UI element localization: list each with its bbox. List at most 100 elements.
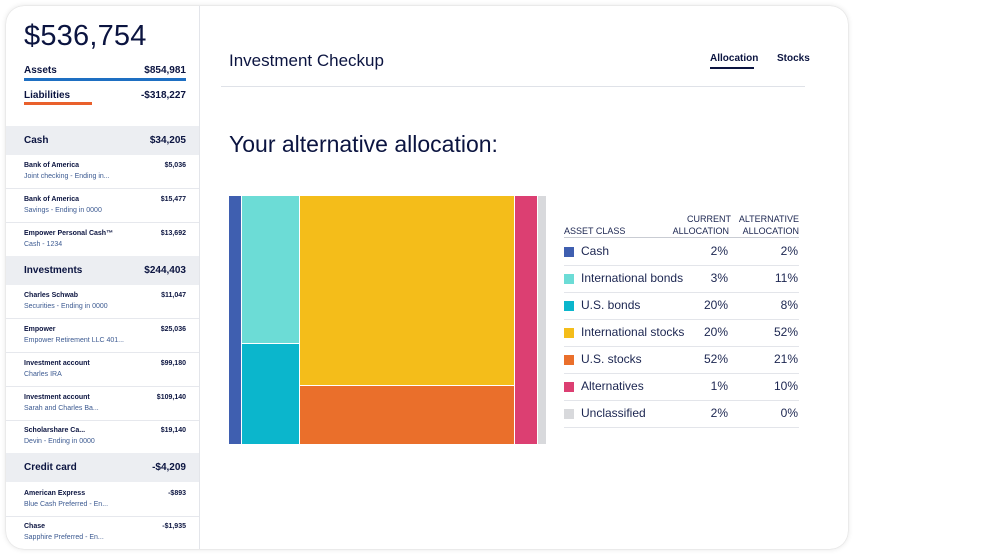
account-row[interactable]: Bank of America Savings - Ending in 0000… (6, 189, 199, 223)
account-name: Investment account (24, 394, 90, 401)
alternative-allocation: 2% (780, 244, 798, 258)
table-header-divider (564, 237, 799, 238)
account-row[interactable]: Investment account Charles IRA $99,180 (6, 353, 199, 387)
account-subtitle: Sarah and Charles Ba... (24, 405, 99, 412)
liabilities-bar (24, 102, 92, 105)
legend-swatch (564, 328, 574, 338)
legend-swatch (564, 382, 574, 392)
account-row[interactable]: Chase Sapphire Preferred - En... -$1,935 (6, 516, 199, 549)
legend-swatch (564, 247, 574, 257)
account-balance: -$893 (168, 490, 186, 497)
account-subtitle: Sapphire Preferred - En... (24, 534, 104, 541)
allocation-heading: Your alternative allocation: (229, 131, 498, 157)
table-row[interactable]: U.S. stocks 52% 21% (564, 346, 799, 374)
table-row[interactable]: International stocks 20% 52% (564, 319, 799, 347)
account-name: Empower (24, 326, 56, 333)
liabilities-label: Liabilities (24, 90, 71, 101)
alternative-allocation: 52% (773, 325, 798, 339)
liabilities-value: -$318,227 (140, 90, 186, 101)
account-balance: $99,180 (160, 360, 186, 367)
section-value: $244,403 (144, 265, 186, 276)
page-title: Investment Checkup (229, 51, 384, 70)
section-label: Investments (24, 265, 83, 276)
account-name: Charles Schwab (24, 292, 79, 299)
account-row[interactable]: American Express Blue Cash Preferred - E… (6, 483, 199, 517)
section-label: Credit card (24, 462, 77, 473)
table-row[interactable]: Cash 2% 2% (564, 238, 799, 266)
account-subtitle: Charles IRA (24, 371, 62, 378)
assets-label: Assets (24, 65, 57, 76)
account-row[interactable]: Bank of America Joint checking - Ending … (6, 155, 199, 189)
account-subtitle: Securities - Ending in 0000 (24, 303, 108, 310)
col-header-alternative-2: ALLOCATION (742, 226, 799, 236)
section-credit-card[interactable]: Credit card -$4,209 (6, 453, 199, 482)
assets-value: $854,981 (144, 65, 186, 76)
account-subtitle: Empower Retirement LLC 401... (24, 337, 124, 344)
assets-row[interactable]: Assets $854,981 (24, 65, 186, 76)
account-name: Scholarshare Ca... (24, 427, 86, 434)
treemap-international-stocks[interactable] (300, 196, 514, 385)
allocation-treemap (229, 196, 546, 444)
asset-class-name: Alternatives (581, 379, 644, 393)
account-row[interactable]: Charles Schwab Securities - Ending in 00… (6, 285, 199, 319)
account-name: Chase (24, 523, 46, 530)
account-name: Investment account (24, 360, 90, 367)
treemap-alternatives[interactable] (515, 196, 537, 444)
treemap-unclassified[interactable] (538, 196, 546, 444)
table-row[interactable]: International bonds 3% 11% (564, 265, 799, 293)
account-balance: $5,036 (164, 162, 186, 169)
legend-swatch (564, 301, 574, 311)
table-row[interactable]: Alternatives 1% 10% (564, 373, 799, 401)
account-balance: $13,692 (160, 230, 186, 237)
asset-class-name: Cash (581, 244, 610, 258)
legend-swatch (564, 355, 574, 365)
account-row[interactable]: Empower Personal Cash™ Cash - 1234 $13,6… (6, 223, 199, 256)
current-allocation: 20% (703, 298, 728, 312)
treemap-us-stocks[interactable] (300, 386, 514, 444)
treemap-cash[interactable] (229, 196, 241, 444)
account-name: American Express (24, 490, 86, 497)
header-divider (221, 86, 805, 87)
legend-swatch (564, 409, 574, 419)
account-row[interactable]: Empower Empower Retirement LLC 401... $2… (6, 319, 199, 353)
alternative-allocation: 10% (773, 379, 798, 393)
asset-class-name: International stocks (581, 325, 685, 339)
table-row[interactable]: Unclassified 2% 0% (564, 400, 799, 428)
current-allocation: 2% (710, 406, 728, 420)
asset-class-name: U.S. stocks (581, 352, 642, 366)
account-balance: $11,047 (161, 292, 186, 299)
active-tab-indicator (710, 67, 754, 69)
alternative-allocation: 21% (773, 352, 798, 366)
account-row[interactable]: Investment account Sarah and Charles Ba.… (6, 387, 199, 421)
accounts-sidebar: $536,754 Assets $854,981 Liabilities -$3… (6, 6, 200, 549)
asset-class-name: International bonds (581, 271, 684, 285)
account-subtitle: Blue Cash Preferred - En... (24, 501, 109, 508)
current-allocation: 2% (710, 244, 728, 258)
current-allocation: 1% (710, 379, 728, 393)
account-row[interactable]: Scholarshare Ca... Devin - Ending in 000… (6, 420, 199, 453)
alternative-allocation: 8% (780, 298, 798, 312)
col-header-current-1: CURRENT (687, 214, 731, 224)
account-subtitle: Savings - Ending in 0000 (24, 207, 102, 214)
account-subtitle: Devin - Ending in 0000 (24, 438, 95, 445)
table-row[interactable]: U.S. bonds 20% 8% (564, 292, 799, 320)
section-cash[interactable]: Cash $34,205 (6, 126, 199, 155)
tab-allocation[interactable]: Allocation (710, 53, 759, 64)
account-balance: $19,140 (160, 427, 186, 434)
account-balance: $109,140 (156, 394, 186, 401)
account-subtitle: Joint checking - Ending in... (24, 173, 110, 180)
treemap-us-bonds[interactable] (242, 344, 299, 444)
account-subtitle: Cash - 1234 (24, 241, 63, 248)
section-value: -$4,209 (152, 462, 186, 473)
account-balance: -$1,935 (162, 523, 186, 530)
section-label: Cash (24, 135, 49, 146)
tab-stocks[interactable]: Stocks (777, 53, 810, 64)
col-header-asset-class: ASSET CLASS (564, 226, 626, 236)
section-value: $34,205 (149, 135, 186, 146)
asset-class-name: Unclassified (581, 406, 646, 420)
liabilities-row[interactable]: Liabilities -$318,227 (24, 90, 186, 101)
account-name: Empower Personal Cash™ (24, 230, 114, 237)
section-investments[interactable]: Investments $244,403 (6, 256, 199, 285)
alternative-allocation: 0% (780, 406, 798, 420)
treemap-international-bonds[interactable] (242, 196, 299, 343)
